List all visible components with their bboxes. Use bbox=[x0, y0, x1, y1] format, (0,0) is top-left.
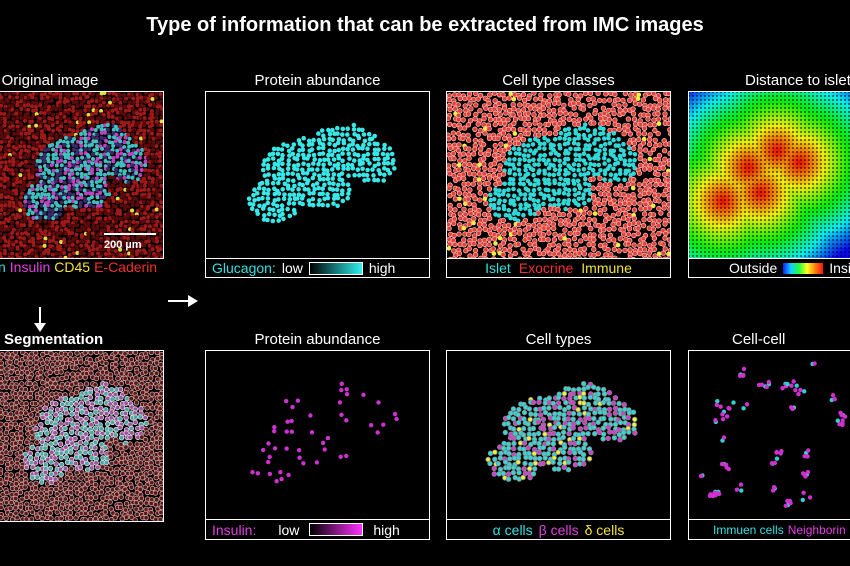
figure-title: Type of information that can be extracte… bbox=[146, 14, 704, 36]
legend-item-insulin: Insulin bbox=[9, 259, 51, 275]
legend-exocrine: Exocrine bbox=[518, 260, 574, 276]
legend-immune: Immune bbox=[581, 260, 632, 276]
segmentation-label: Segmentation bbox=[4, 331, 104, 348]
high-label: high bbox=[368, 260, 396, 276]
cell-class-legend: Islet Exocrine Immune bbox=[446, 258, 671, 278]
legend-item-ecaderin: E-Caderin bbox=[94, 259, 158, 275]
glucagon-abundance-panel bbox=[205, 91, 430, 259]
original-image-label: Original image bbox=[1, 72, 99, 89]
cell-association-panel bbox=[688, 350, 850, 520]
down-arrow-icon bbox=[34, 307, 46, 332]
low-label: low bbox=[278, 521, 300, 538]
legend-neighboring: Neighborin bbox=[787, 522, 846, 537]
distance-legend: Outside Insi bbox=[688, 258, 850, 278]
protein-abundance-label-top: Protein abundance bbox=[254, 72, 381, 89]
scale-bar-label: 200 µm bbox=[104, 239, 142, 251]
legend-item-cd45: CD45 bbox=[54, 259, 91, 275]
high-label: high bbox=[373, 521, 400, 538]
glucagon-marker-label: Glucagon: bbox=[212, 260, 276, 276]
segmentation-panel bbox=[0, 350, 164, 522]
cell-type-classes-panel bbox=[446, 91, 671, 259]
insulin-marker-label: Insulin: bbox=[212, 521, 257, 538]
insulin-colorbar bbox=[309, 523, 364, 536]
legend-item-partial: n bbox=[0, 259, 6, 275]
inside-label: Insi bbox=[829, 260, 850, 276]
outside-label: Outside bbox=[729, 260, 778, 276]
low-label: low bbox=[281, 260, 303, 276]
insulin-legend: Insulin: low high bbox=[205, 519, 430, 540]
original-image-panel bbox=[0, 91, 164, 259]
legend-islet: Islet bbox=[485, 260, 511, 276]
distance-to-islet-label: Distance to islet bbox=[745, 72, 850, 89]
legend-beta-cells: β cells bbox=[538, 521, 579, 538]
legend-immune-cells: Immuen cells bbox=[713, 522, 784, 537]
cell-types-label: Cell types bbox=[525, 331, 592, 348]
scale-bar bbox=[104, 233, 156, 235]
insulin-abundance-panel bbox=[205, 350, 430, 520]
cell-association-legend: Immuen cells Neighborin bbox=[688, 519, 850, 540]
distance-map-panel bbox=[688, 91, 850, 259]
cell-type-classes-label: Cell type classes bbox=[502, 72, 615, 89]
legend-alpha-cells: α cells bbox=[492, 521, 533, 538]
original-image-legend: n Insulin CD45 E-Caderin bbox=[0, 259, 164, 275]
glucagon-colorbar bbox=[308, 261, 363, 275]
right-arrow-icon bbox=[168, 295, 198, 307]
glucagon-legend: Glucagon: low high bbox=[205, 258, 430, 278]
protein-abundance-label-bottom: Protein abundance bbox=[254, 331, 381, 348]
legend-delta-cells: δ cells bbox=[584, 521, 625, 538]
cell-types-legend: α cells β cells δ cells bbox=[446, 519, 671, 540]
distance-colorbar bbox=[783, 262, 824, 274]
cell-types-panel bbox=[446, 350, 671, 520]
